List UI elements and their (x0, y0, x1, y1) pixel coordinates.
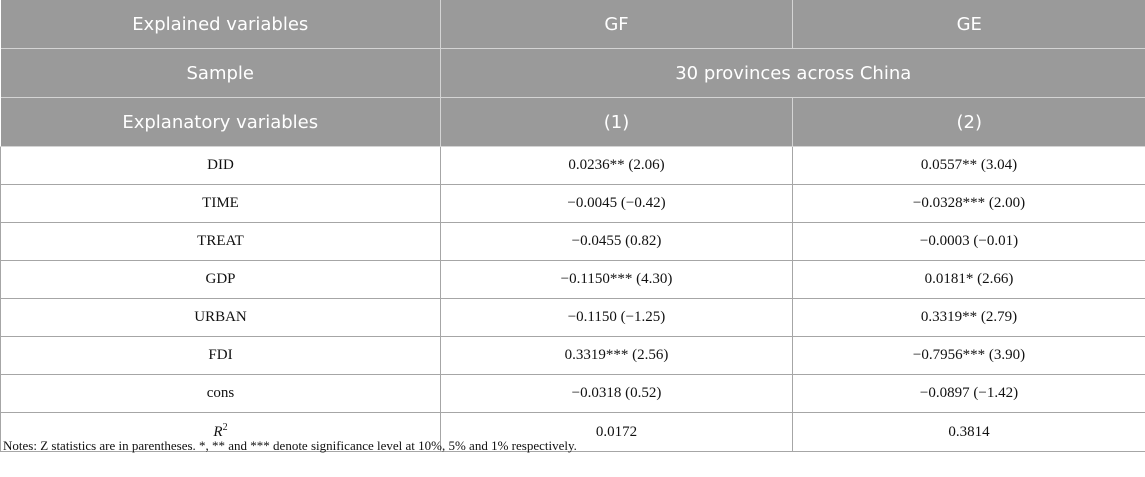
row-value-gf: −0.0455 (0.82) (440, 222, 793, 261)
table-row: TREAT −0.0455 (0.82) −0.0003 (−0.01) (0, 222, 1145, 261)
row-value-gf: −0.1150*** (4.30) (440, 260, 793, 299)
regression-results-table: Explained variables GF GE Sample 30 prov… (0, 0, 1145, 452)
row-value-gf: 0.3319*** (2.56) (440, 336, 793, 375)
table-row: TIME −0.0045 (−0.42) −0.0328*** (2.00) (0, 184, 1145, 223)
table-row-r-squared: R2 0.0172 0.3814 (0, 412, 1145, 452)
row-value-ge: −0.7956*** (3.90) (792, 336, 1145, 375)
header-sample-label: Sample (0, 48, 441, 98)
header-row-explained-variables: Explained variables GF GE (0, 0, 1145, 49)
row-value-gf: 0.0236** (2.06) (440, 146, 793, 185)
table-body: DID 0.0236** (2.06) 0.0557** (3.04) TIME… (0, 146, 1145, 452)
r-squared-gf: 0.0172 (440, 412, 793, 452)
row-value-gf: −0.1150 (−1.25) (440, 298, 793, 337)
row-variable-name: FDI (0, 336, 441, 375)
row-variable-name: cons (0, 374, 441, 413)
r-squared-label: R2 (0, 412, 441, 452)
row-variable-name: TIME (0, 184, 441, 223)
header-ge: GE (792, 0, 1145, 49)
row-value-ge: −0.0003 (−0.01) (792, 222, 1145, 261)
header-row-explanatory-variables: Explanatory variables (1) (2) (0, 97, 1145, 147)
row-value-ge: −0.0328*** (2.00) (792, 184, 1145, 223)
table-row: URBAN −0.1150 (−1.25) 0.3319** (2.79) (0, 298, 1145, 337)
table-row: GDP −0.1150*** (4.30) 0.0181* (2.66) (0, 260, 1145, 299)
header-model-2: (2) (792, 97, 1145, 147)
row-value-ge: −0.0897 (−1.42) (792, 374, 1145, 413)
header-sample-value: 30 provinces across China (440, 48, 1145, 98)
r-squared-letter: R (213, 423, 223, 440)
table-row: DID 0.0236** (2.06) 0.0557** (3.04) (0, 146, 1145, 185)
row-variable-name: GDP (0, 260, 441, 299)
row-value-gf: −0.0045 (−0.42) (440, 184, 793, 223)
row-variable-name: DID (0, 146, 441, 185)
header-gf: GF (440, 0, 793, 49)
table-row: FDI 0.3319*** (2.56) −0.7956*** (3.90) (0, 336, 1145, 375)
row-variable-name: URBAN (0, 298, 441, 337)
header-explained-variables-label: Explained variables (0, 0, 441, 49)
table-notes: Notes: Z statistics are in parentheses. … (3, 438, 577, 453)
table-header: Explained variables GF GE Sample 30 prov… (0, 0, 1145, 147)
header-row-sample: Sample 30 provinces across China (0, 48, 1145, 98)
row-value-ge: 0.3319** (2.79) (792, 298, 1145, 337)
row-value-ge: 0.0557** (3.04) (792, 146, 1145, 185)
row-value-gf: −0.0318 (0.52) (440, 374, 793, 413)
header-model-1: (1) (440, 97, 793, 147)
table-row: cons −0.0318 (0.52) −0.0897 (−1.42) (0, 374, 1145, 413)
header-explanatory-variables-label: Explanatory variables (0, 97, 441, 147)
row-variable-name: TREAT (0, 222, 441, 261)
r-squared-ge: 0.3814 (792, 412, 1145, 452)
r-squared-superscript: 2 (222, 421, 228, 433)
row-value-ge: 0.0181* (2.66) (792, 260, 1145, 299)
